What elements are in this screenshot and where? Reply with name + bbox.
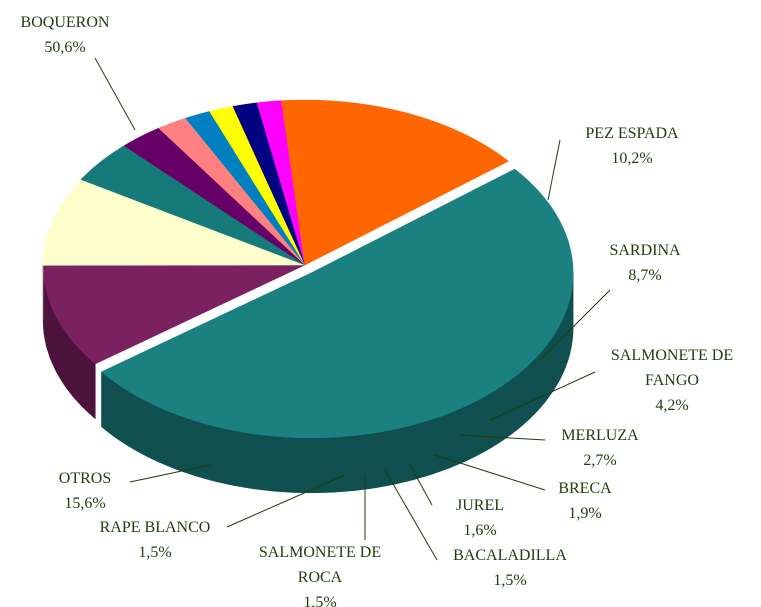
slice-label: JUREL 1,6% [380,493,580,543]
slice [42,179,306,321]
slice-label: SARDINA 8,7% [545,238,745,288]
category-label: OTROS [58,470,112,487]
leader-line [226,474,346,528]
slice-label: OTROS 15,6% [0,466,185,516]
leader-line [94,57,136,131]
slice-label: BRECA 1,9% [485,476,685,526]
value-label: 15,6% [64,495,106,512]
leader-line [129,464,211,483]
category-label: BOQUERON [20,14,110,31]
slice-top [42,264,306,365]
value-label: 2,7% [583,452,617,469]
value-label: 10,2% [611,150,653,167]
slice-top [101,168,574,439]
slice-label: PEZ ESPADA 10,2% [532,121,732,171]
category-label: SALMONETE DE ROCA [258,544,382,586]
slice-label: BACALADILLA 1,5% [410,543,610,593]
value-label: 1,6% [463,522,497,539]
leader-line [434,454,546,491]
value-label: 8,7% [628,267,662,284]
slice-label: BOQUERON 50,6% [0,10,165,60]
value-label: 1,5% [493,572,527,589]
slice-top [42,179,306,266]
leader-line [489,371,596,421]
slice-label: SALMONETE DE FANGO 4,2% [597,343,747,418]
category-label: SALMONETE DE FANGO [610,347,734,389]
slice-label: MERLUZA 2,7% [500,423,700,473]
slice [42,264,306,420]
value-label: 4,2% [655,397,689,414]
leader-line [459,434,546,441]
leader-line [547,139,561,201]
category-label: PEZ ESPADA [585,125,679,142]
category-label: BACALADILLA [453,547,567,564]
category-label: BRECA [558,480,612,497]
value-label: 50,6% [44,39,86,56]
category-label: MERLUZA [561,427,639,444]
leader-line [384,469,438,561]
leader-line [409,464,433,506]
category-label: JUREL [456,497,504,514]
slice [281,99,510,266]
category-label: SARDINA [609,242,681,259]
slice [101,168,574,494]
slice-label: RAPE BLANCO 1,5% [55,515,255,565]
value-label: 1,5% [138,544,172,561]
slice-label: SALMONETE DE ROCA 1,5% [245,540,395,607]
category-label: RAPE BLANCO [99,519,211,536]
value-label: 1,5% [303,594,337,607]
leader-line [539,289,611,361]
value-label: 1,9% [568,505,602,522]
slice-top [281,99,510,266]
